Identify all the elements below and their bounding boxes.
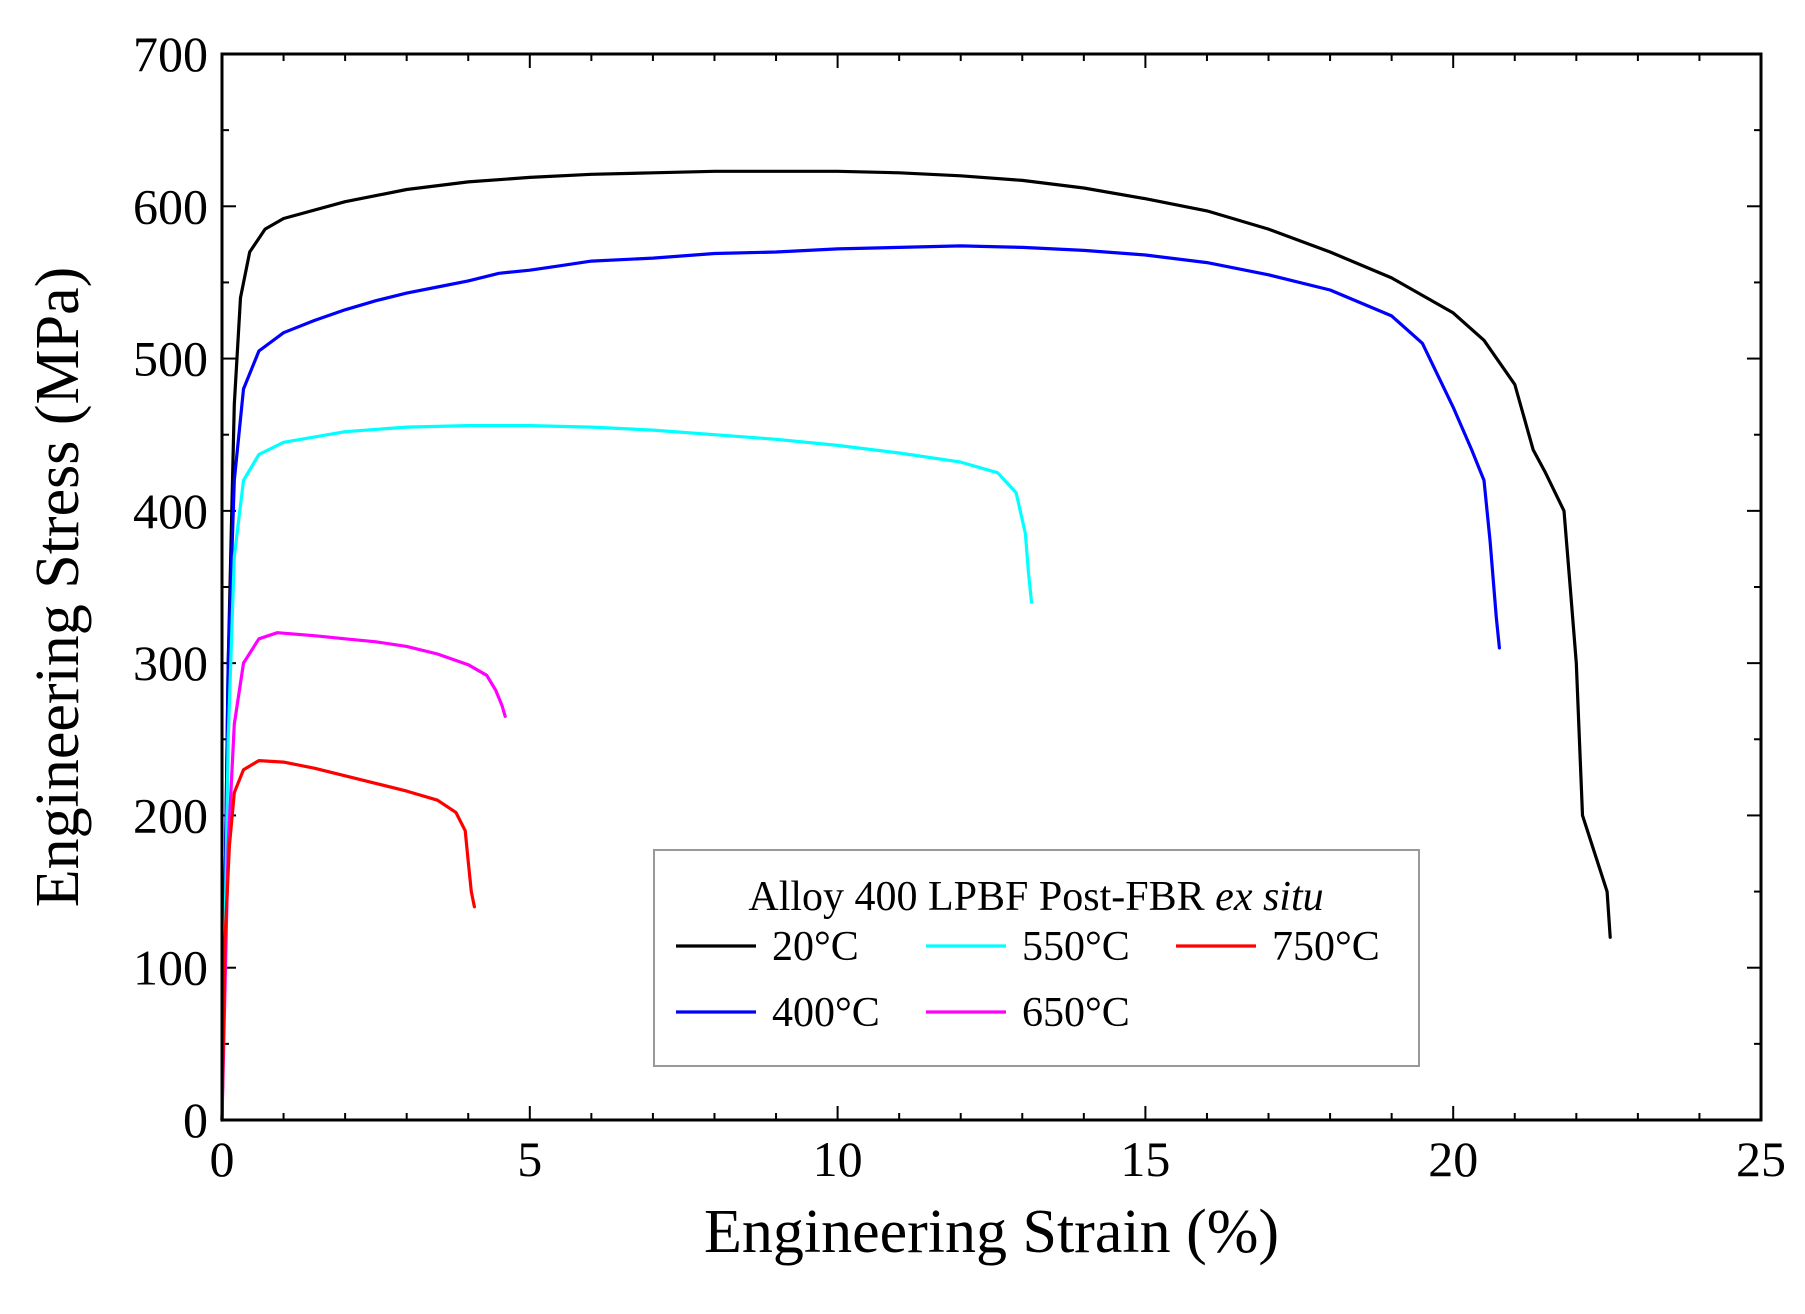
legend-box <box>653 849 1420 1067</box>
series-line-20c <box>220 169 1612 1122</box>
y-tick-label: 500 <box>133 331 208 387</box>
y-tick-label: 100 <box>133 940 208 996</box>
legend-title: Alloy 400 LPBF Post-FBR ex situ <box>748 874 1323 920</box>
legend-label-750c: 750°C <box>1272 924 1380 970</box>
legend-label-650c: 650°C <box>1022 990 1130 1036</box>
legend-label-550c: 550°C <box>1022 924 1130 970</box>
y-axis-title: Engineering Stress (MPa) <box>24 267 92 908</box>
x-tick-label: 5 <box>517 1131 542 1187</box>
y-tick-label: 300 <box>133 635 208 691</box>
x-tick-label: 0 <box>210 1131 235 1187</box>
series-line-550c <box>220 424 1034 1122</box>
y-tick-label: 0 <box>183 1092 208 1148</box>
series-line-750c <box>220 758 476 1122</box>
plot-area-frame <box>220 52 1763 1122</box>
legend-label-400c: 400°C <box>772 990 880 1036</box>
y-tick-label: 200 <box>133 787 208 843</box>
x-tick-label: 25 <box>1736 1131 1786 1187</box>
legend: Alloy 400 LPBF Post-FBR ex situ 20°C 400°… <box>653 849 1420 1067</box>
y-tick-label: 400 <box>133 483 208 539</box>
x-tick-label: 15 <box>1120 1131 1170 1187</box>
x-tick-label: 10 <box>813 1131 863 1187</box>
legend-title-italic: ex situ <box>1215 874 1323 920</box>
x-axis-title: Engineering Strain (%) <box>704 1198 1279 1266</box>
series-line-650c <box>220 631 507 1122</box>
y-tick-label: 600 <box>133 178 208 234</box>
legend-label-20c: 20°C <box>772 924 859 970</box>
y-tick-label: 700 <box>133 26 208 82</box>
x-tick-label: 20 <box>1428 1131 1478 1187</box>
legend-title-prefix: Alloy 400 LPBF Post-FBR <box>748 874 1215 920</box>
series-line-400c <box>220 244 1502 1122</box>
